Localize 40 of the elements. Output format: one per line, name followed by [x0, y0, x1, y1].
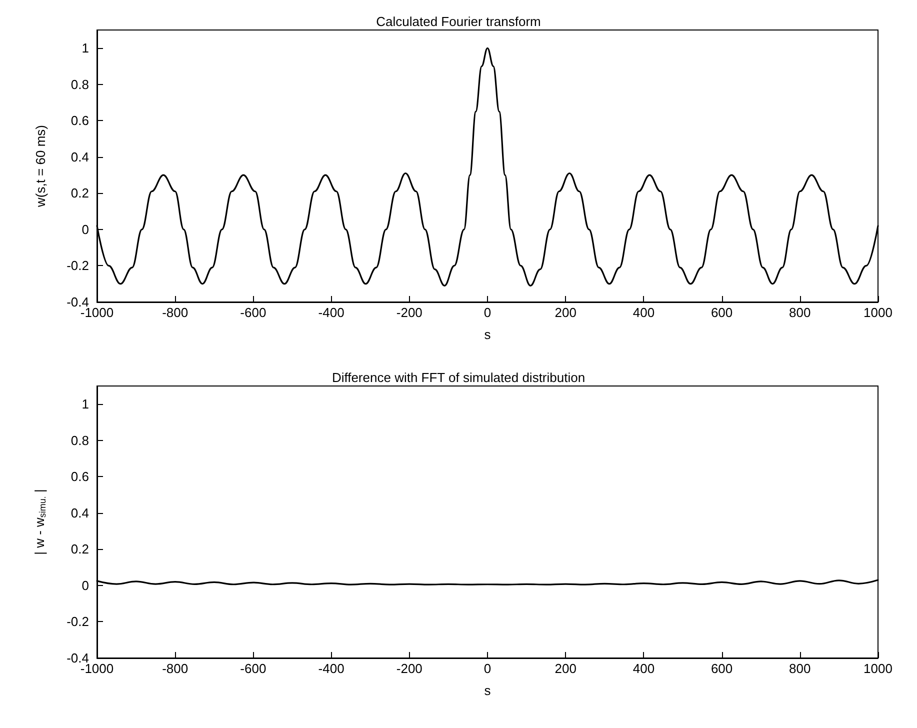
- x-tick-label: -600: [240, 661, 266, 676]
- x-tick-label: 200: [554, 305, 576, 320]
- x-tick-label: 1000: [864, 305, 892, 320]
- y-axis-title: w(s,t = 60 ms): [33, 125, 48, 208]
- y-tick-label: 0.8: [70, 76, 89, 92]
- x-tick-label: 600: [710, 305, 733, 320]
- y-tick-label: 1: [82, 396, 89, 412]
- y-tick-label: 0.6: [70, 113, 89, 128]
- x-tick-label: 400: [632, 305, 655, 320]
- x-tick-label: -400: [318, 661, 344, 676]
- x-axis-title: s: [484, 683, 492, 698]
- x-axis-title: s: [484, 327, 492, 342]
- x-tick-label: 0: [484, 305, 492, 320]
- x-tick-label: -800: [162, 305, 188, 320]
- x-tick-label: -600: [240, 305, 266, 320]
- x-tick-label: 800: [789, 661, 811, 676]
- y-tick-label: 0.2: [70, 542, 89, 557]
- chart-title: Calculated Fourier transform: [376, 14, 541, 29]
- x-tick-label: 600: [710, 661, 733, 676]
- y-tick-label: -0.2: [66, 614, 89, 630]
- y-tick-label: 0.2: [70, 186, 89, 201]
- y-tick-label: 0.6: [70, 469, 89, 484]
- y-tick-label: 0: [82, 222, 89, 237]
- y-tick-label: -0.2: [66, 258, 89, 274]
- x-tick-label: 1000: [864, 661, 892, 676]
- x-tick-label: 400: [632, 661, 655, 676]
- x-tick-label: 800: [789, 305, 811, 320]
- y-tick-label: 0: [82, 578, 89, 593]
- y-tick-label: 0.4: [70, 505, 89, 520]
- y-tick-label: 0.8: [70, 432, 89, 448]
- x-tick-label: -800: [162, 661, 188, 676]
- y-tick-label: 1: [82, 40, 89, 56]
- x-tick-label: 200: [554, 661, 576, 676]
- y-tick-label: 0.4: [70, 149, 89, 164]
- x-tick-label: 0: [484, 661, 492, 676]
- y-axis-title: | w - wsimu. |: [32, 489, 48, 555]
- chart-title: Difference with FFT of simulated distribution: [332, 370, 586, 385]
- x-tick-label: -200: [396, 661, 422, 676]
- x-tick-label: -200: [396, 305, 422, 320]
- x-tick-label: -400: [318, 305, 344, 320]
